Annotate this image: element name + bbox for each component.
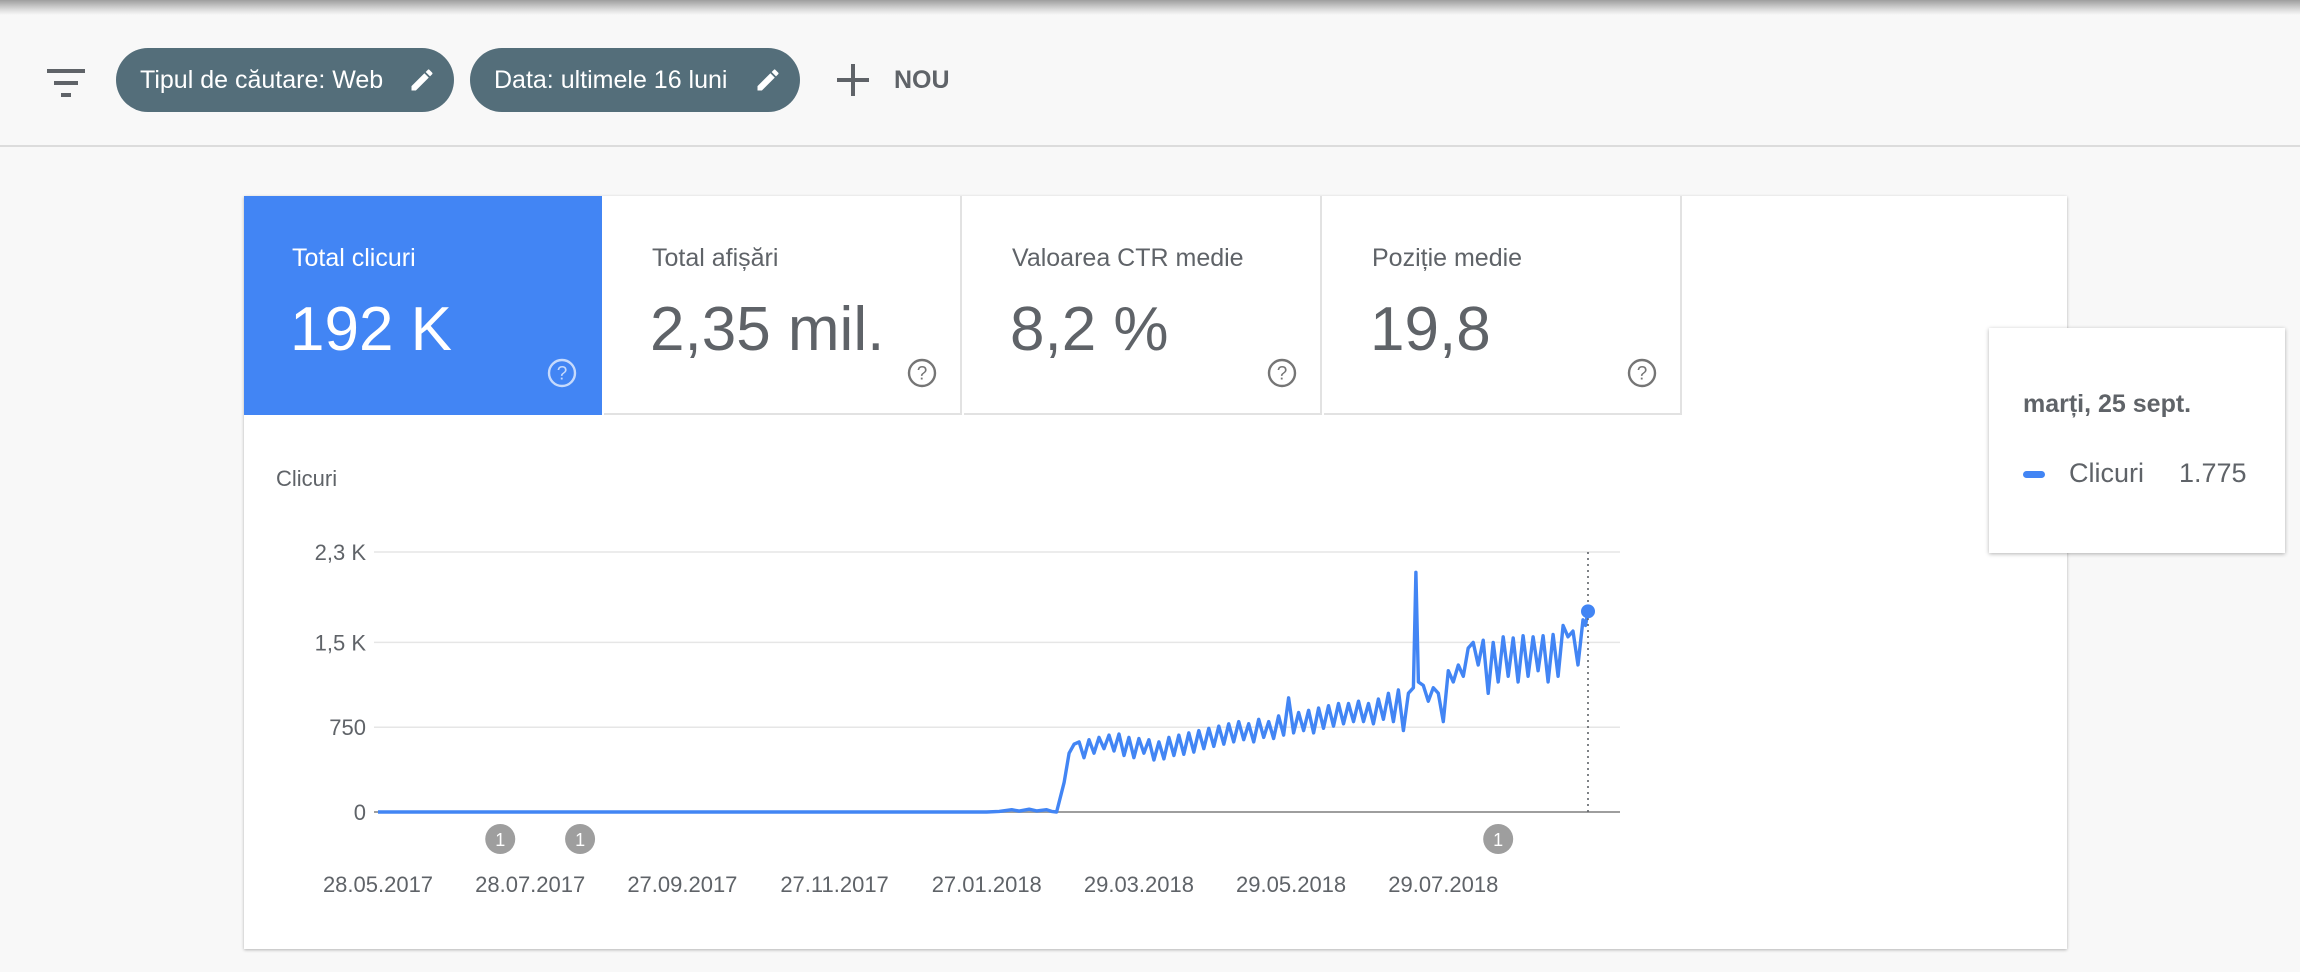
tooltip-value: 1.775 bbox=[2179, 458, 2247, 488]
svg-text:?: ? bbox=[1637, 364, 1648, 385]
annotation-label: 1 bbox=[1493, 830, 1503, 850]
y-axis-label: Clicuri bbox=[276, 466, 337, 491]
metric-total-impressions[interactable]: Total afișări 2,35 mil. ? bbox=[604, 196, 962, 415]
plus-icon bbox=[837, 64, 869, 96]
date-range-chip[interactable]: Data: ultimele 16 luni bbox=[470, 48, 800, 112]
metric-value: 2,35 mil. bbox=[650, 295, 885, 364]
metric-label: Poziție medie bbox=[1372, 244, 1523, 272]
search-type-chip[interactable]: Tipul de căutare: Web bbox=[116, 48, 454, 112]
y-tick-label: 1,5 K bbox=[315, 630, 367, 655]
pencil-icon[interactable] bbox=[754, 66, 782, 94]
metric-value: 192 K bbox=[290, 295, 453, 364]
annotation-marker: 1 bbox=[485, 824, 516, 854]
series-swatch bbox=[2023, 471, 2045, 478]
tooltip-series-name: Clicuri bbox=[2069, 458, 2145, 488]
x-tick-label: 27.11.2017 bbox=[780, 872, 888, 897]
annotation-circle bbox=[565, 824, 596, 854]
x-tick-label: 28.05.2017 bbox=[323, 872, 433, 897]
metric-value: 8,2 % bbox=[1010, 295, 1169, 364]
filter-toolbar: Tipul de căutare: Web Data: ultimele 16 … bbox=[0, 15, 2300, 147]
annotation-label: 1 bbox=[495, 830, 505, 850]
highlighted-point bbox=[1581, 604, 1595, 619]
filter-list-icon[interactable] bbox=[45, 63, 87, 103]
clicks-chart[interactable]: Clicuri 0 750 1,5 K 2,3 K 28.05.2017 28.07.2… bbox=[244, 440, 2044, 920]
annotation-label: 1 bbox=[575, 830, 585, 850]
metric-average-position[interactable]: Poziție medie 19,8 ? bbox=[1324, 196, 1682, 415]
y-tick-label: 2,3 K bbox=[315, 540, 367, 565]
metric-total-clicks[interactable]: Total clicuri 192 K ? bbox=[244, 196, 602, 415]
top-shadow bbox=[0, 0, 2300, 15]
help-icon[interactable]: ? bbox=[546, 357, 578, 389]
help-icon[interactable]: ? bbox=[1626, 357, 1658, 389]
new-filter-label: NOU bbox=[894, 65, 950, 94]
help-icon[interactable]: ? bbox=[1266, 357, 1298, 389]
x-tick-label: 29.03.2018 bbox=[1084, 872, 1194, 897]
tooltip-date: marți, 25 sept. bbox=[2023, 390, 2192, 418]
y-tick-label: 0 bbox=[354, 800, 366, 825]
new-filter-button[interactable]: NOU bbox=[834, 55, 950, 105]
x-tick-label: 28.07.2017 bbox=[475, 872, 585, 897]
metric-label: Valoarea CTR medie bbox=[1012, 244, 1244, 272]
annotation-circle bbox=[485, 824, 516, 854]
metric-value: 19,8 bbox=[1370, 295, 1491, 364]
y-tick-label: 750 bbox=[329, 715, 366, 740]
annotation-circle bbox=[1483, 824, 1514, 854]
metric-label: Total afișări bbox=[652, 244, 779, 272]
x-tick-label: 27.01.2018 bbox=[932, 872, 1042, 897]
data-tooltip: marți, 25 sept. Clicuri 1.775 bbox=[1989, 328, 2285, 553]
x-tick-label: 29.07.2018 bbox=[1388, 872, 1498, 897]
help-icon[interactable]: ? bbox=[906, 357, 938, 389]
svg-text:?: ? bbox=[917, 364, 928, 385]
series-line-clicks bbox=[378, 570, 1590, 814]
pencil-icon[interactable] bbox=[408, 66, 436, 94]
metric-label: Total clicuri bbox=[292, 244, 416, 272]
annotation-marker: 1 bbox=[565, 824, 596, 854]
search-type-chip-label: Tipul de căutare: Web bbox=[140, 65, 384, 94]
x-tick-label: 27.09.2017 bbox=[627, 872, 737, 897]
svg-text:?: ? bbox=[1277, 364, 1288, 385]
svg-text:?: ? bbox=[557, 364, 568, 385]
performance-card: Total clicuri 192 K ? Total afișări 2,35… bbox=[244, 196, 2067, 949]
annotation-marker: 1 bbox=[1483, 824, 1514, 854]
date-range-chip-label: Data: ultimele 16 luni bbox=[494, 65, 728, 94]
metric-average-ctr[interactable]: Valoarea CTR medie 8,2 % ? bbox=[964, 196, 1322, 415]
x-tick-label: 29.05.2018 bbox=[1236, 872, 1346, 897]
